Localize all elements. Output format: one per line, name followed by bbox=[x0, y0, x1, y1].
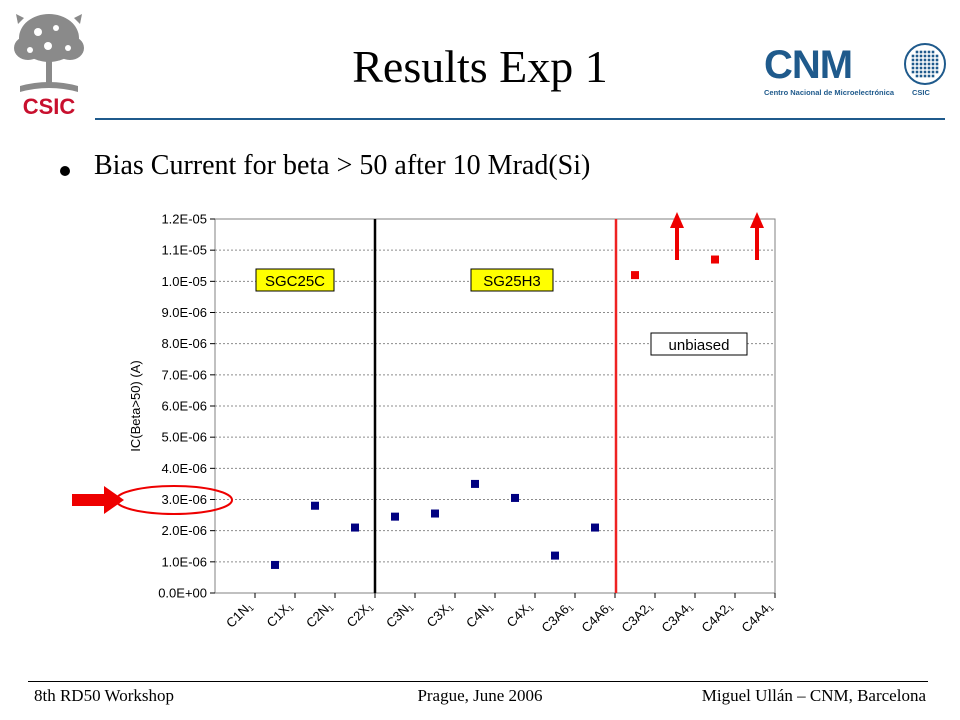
unbiased-label: unbiased bbox=[669, 337, 730, 354]
group2-label: SG25H3 bbox=[483, 273, 541, 290]
x-tick-label: C2N1 bbox=[303, 598, 336, 631]
data-point bbox=[311, 501, 319, 510]
x-tick-label: C3A21 bbox=[618, 598, 656, 636]
y-tick-label: 7.0E-06 bbox=[161, 367, 207, 382]
data-point bbox=[591, 523, 599, 532]
x-tick-label: C4A21 bbox=[698, 598, 736, 636]
y-tick-label: 1.1E-05 bbox=[161, 243, 207, 258]
y-tick-label: 0.0E+00 bbox=[158, 586, 207, 601]
footer-left: 8th RD50 Workshop bbox=[34, 686, 174, 705]
x-tick-labels: C1N1 C1X1 C2N1 C2X1 C3N1 C3X1 C4N1 C4X1 C3A61 C4A… bbox=[223, 593, 776, 636]
data-point bbox=[271, 560, 279, 569]
data-point bbox=[631, 271, 639, 280]
x-tick-label: C4X1 bbox=[503, 598, 536, 631]
y-tick-label: 9.0E-06 bbox=[161, 305, 207, 320]
y-tick-label: 8.0E-06 bbox=[161, 336, 207, 351]
x-tick-label: C1N1 bbox=[223, 598, 256, 631]
footer-right: Miguel Ullán – CNM, Barcelona bbox=[701, 686, 926, 705]
y-tick-label: 2.0E-06 bbox=[161, 523, 207, 538]
y-tick-label: 6.0E-06 bbox=[161, 399, 207, 414]
cnm-chip-icon bbox=[904, 43, 946, 85]
data-point bbox=[511, 493, 519, 502]
x-tick-label: C3A61 bbox=[538, 598, 576, 636]
out-of-range-arrow-1 bbox=[670, 212, 684, 260]
x-tick-label: C4N1 bbox=[463, 598, 496, 631]
footer-center: Prague, June 2006 bbox=[417, 686, 543, 705]
csic-logo-text: CSIC bbox=[23, 94, 76, 119]
group1-label: SGC25C bbox=[265, 273, 325, 290]
y-tick-labels: 0.0E+00 1.0E-06 2.0E-06 3.0E-06 4.0E-06 5.0E-… bbox=[158, 212, 215, 601]
x-tick-label: C1X1 bbox=[263, 598, 296, 631]
footer-divider bbox=[28, 681, 928, 682]
y-tick-label: 1.0E-06 bbox=[161, 554, 207, 569]
slide-title: Results Exp 1 bbox=[352, 41, 608, 92]
x-tick-label: C3N1 bbox=[383, 598, 416, 631]
bullet-dot-icon bbox=[60, 166, 70, 176]
data-point bbox=[431, 509, 439, 518]
data-point bbox=[391, 512, 399, 521]
x-tick-label: C3X1 bbox=[423, 598, 456, 631]
y-tick-label: 3.0E-06 bbox=[161, 492, 207, 507]
data-point bbox=[551, 551, 559, 560]
cnm-logo-text: CNM bbox=[764, 43, 852, 87]
group2-label-box bbox=[470, 268, 554, 292]
y-axis-label: IC(Beta>50) (A) bbox=[128, 360, 143, 451]
x-tick-label: C4A41 bbox=[738, 598, 776, 636]
cnm-logo: CNM Centro Nacional de Microelectrónica … bbox=[764, 43, 946, 97]
csic-logo: CSIC bbox=[14, 14, 84, 119]
x-tick-label: C4A61 bbox=[578, 598, 616, 636]
out-of-range-arrow-2 bbox=[750, 212, 764, 260]
x-tick-label: C3A41 bbox=[658, 598, 696, 636]
bullet-text: Bias Current for beta > 50 after 10 Mrad… bbox=[94, 150, 591, 181]
data-points bbox=[271, 255, 719, 569]
y-tick-label: 5.0E-06 bbox=[161, 430, 207, 445]
header-divider bbox=[95, 118, 945, 120]
group1-label-box bbox=[255, 268, 335, 292]
cnm-csic-text: CSIC bbox=[912, 88, 931, 97]
data-point bbox=[471, 479, 479, 488]
x-tick-label: C2X1 bbox=[343, 598, 376, 631]
cnm-subtitle: Centro Nacional de Microelectrónica bbox=[764, 88, 895, 97]
data-point bbox=[711, 255, 719, 264]
unbiased-label-box bbox=[650, 332, 748, 356]
y-tick-label: 1.2E-05 bbox=[161, 212, 207, 227]
highlight-arrow-icon bbox=[72, 486, 124, 514]
data-point bbox=[351, 523, 359, 532]
y-tick-label: 1.0E-05 bbox=[161, 274, 207, 289]
y-tick-label: 4.0E-06 bbox=[161, 461, 207, 476]
